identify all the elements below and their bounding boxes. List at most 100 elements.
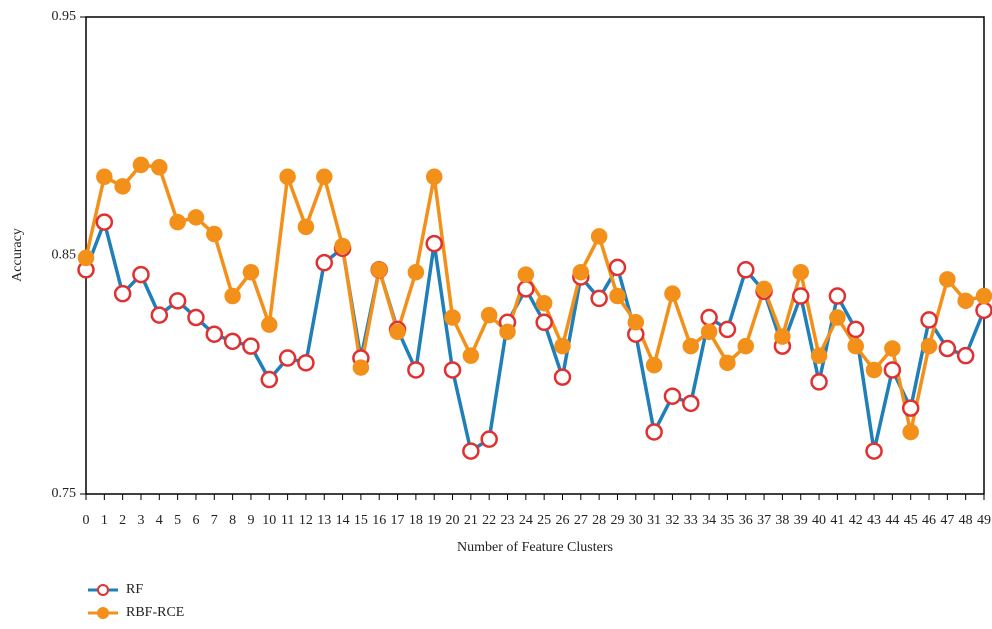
- point: [755, 280, 773, 298]
- point: [884, 340, 901, 357]
- point: [242, 263, 260, 281]
- x-tick-label: 8: [229, 513, 236, 528]
- point: [975, 287, 992, 305]
- x-tick-label: 15: [354, 513, 368, 528]
- point: [168, 292, 187, 310]
- point: [352, 359, 370, 376]
- point: [883, 361, 902, 379]
- point: [425, 168, 443, 186]
- x-tick-label: 41: [830, 513, 844, 528]
- point: [682, 337, 700, 355]
- x-tick-label: 26: [555, 513, 569, 528]
- point: [792, 263, 809, 281]
- x-tick-label: 38: [775, 513, 789, 528]
- x-tick-label: 34: [702, 513, 716, 528]
- x-tick-label: 40: [812, 513, 826, 528]
- point: [718, 320, 737, 339]
- point: [920, 337, 938, 355]
- point: [370, 261, 388, 279]
- x-tick-label: 48: [959, 513, 973, 528]
- y-tick-label: 0.95: [52, 9, 77, 24]
- point: [774, 328, 791, 345]
- point: [223, 332, 242, 351]
- x-tick-label: 13: [317, 513, 331, 528]
- x-tick-label: 49: [977, 513, 991, 528]
- point: [242, 337, 260, 355]
- point: [150, 306, 169, 324]
- point: [846, 320, 865, 339]
- x-tick-label: 42: [849, 513, 863, 528]
- point: [462, 347, 480, 364]
- point: [407, 263, 425, 281]
- x-tick-label: 29: [610, 513, 624, 528]
- x-tick-label: 30: [629, 513, 643, 528]
- point: [206, 225, 223, 243]
- point: [517, 266, 535, 283]
- x-tick-label: 4: [156, 513, 163, 528]
- x-tick-label: 43: [867, 513, 881, 528]
- x-tick-label: 45: [904, 513, 918, 528]
- x-tick-label: 14: [336, 513, 350, 528]
- point: [315, 253, 333, 272]
- point: [590, 228, 608, 245]
- point: [480, 430, 498, 448]
- point: [645, 356, 663, 374]
- x-tick-label: 44: [885, 513, 899, 528]
- x-tick-label: 31: [647, 513, 661, 528]
- legend-label: RBF-RCE: [126, 605, 184, 620]
- y-tick-label: 0.75: [52, 486, 77, 501]
- point: [535, 294, 553, 312]
- point: [791, 287, 810, 305]
- point: [737, 337, 755, 355]
- x-tick-label: 12: [299, 513, 313, 528]
- point: [462, 442, 480, 460]
- point: [187, 209, 205, 226]
- x-tick-label: 23: [501, 513, 515, 528]
- point: [425, 234, 443, 253]
- point: [260, 370, 279, 389]
- x-tick-label: 19: [427, 513, 441, 528]
- x-tick-label: 1: [101, 513, 108, 528]
- legend-label: RF: [126, 582, 143, 597]
- x-tick-label: 2: [119, 513, 126, 528]
- x-tick-label: 7: [211, 513, 218, 528]
- x-tick-label: 20: [446, 513, 460, 528]
- point: [939, 271, 956, 288]
- point: [700, 308, 718, 327]
- point: [572, 263, 590, 281]
- x-tick-label: 11: [281, 513, 294, 528]
- point: [499, 323, 516, 341]
- x-tick-label: 6: [192, 513, 199, 528]
- x-tick-label: 16: [372, 513, 386, 528]
- y-axis-label: Accuracy: [10, 228, 25, 282]
- x-tick-label: 36: [739, 513, 753, 528]
- x-tick-label: 17: [391, 513, 405, 528]
- point: [389, 323, 406, 341]
- point: [96, 168, 113, 186]
- point: [554, 337, 571, 355]
- point: [407, 361, 425, 379]
- point: [334, 237, 351, 255]
- point: [608, 258, 627, 277]
- x-tick-label: 47: [940, 513, 954, 528]
- point: [627, 314, 645, 331]
- point: [444, 309, 461, 326]
- x-tick-label: 35: [720, 513, 734, 528]
- point: [480, 306, 498, 324]
- point: [278, 349, 297, 367]
- x-tick-label: 0: [83, 513, 90, 528]
- point: [828, 287, 847, 305]
- point: [645, 423, 663, 441]
- point: [224, 287, 241, 305]
- point: [901, 399, 920, 417]
- point: [315, 168, 333, 186]
- x-tick-label: 21: [464, 513, 478, 528]
- point: [957, 292, 974, 310]
- x-tick-label: 22: [482, 513, 496, 528]
- point: [664, 285, 681, 302]
- point: [700, 323, 718, 341]
- x-tick-label: 39: [794, 513, 808, 528]
- point: [902, 423, 919, 441]
- x-tick-label: 3: [137, 513, 144, 528]
- point: [169, 213, 186, 231]
